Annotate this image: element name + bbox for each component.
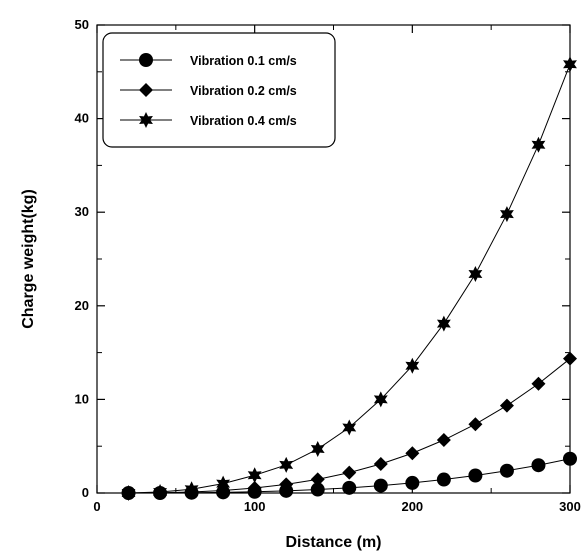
data-point-series-2 bbox=[342, 465, 357, 480]
legend-marker-2 bbox=[139, 83, 153, 97]
y-tick-label: 30 bbox=[75, 204, 89, 219]
data-point-series-3 bbox=[563, 56, 577, 73]
data-point-series-1 bbox=[436, 472, 451, 487]
series-markers bbox=[121, 56, 577, 501]
data-point-series-1 bbox=[310, 482, 325, 497]
data-point-series-3 bbox=[279, 456, 294, 473]
y-tick-label: 20 bbox=[75, 298, 89, 313]
data-point-series-2 bbox=[405, 446, 420, 461]
data-point-series-1 bbox=[405, 475, 420, 490]
data-point-series-2 bbox=[436, 433, 451, 448]
x-axis-label: Distance (m) bbox=[285, 534, 381, 551]
data-point-series-2 bbox=[563, 351, 577, 366]
y-tick-label: 50 bbox=[75, 17, 89, 32]
data-point-series-3 bbox=[373, 391, 388, 408]
data-point-series-1 bbox=[342, 480, 357, 495]
data-point-series-3 bbox=[310, 441, 325, 458]
legend: Vibration 0.1 cm/s Vibration 0.2 cm/s Vibr… bbox=[102, 32, 336, 148]
x-tick-label: 0 bbox=[93, 499, 100, 514]
data-point-series-1 bbox=[373, 478, 388, 493]
data-point-series-3 bbox=[216, 475, 231, 492]
y-axis-label: Charge weight(kg) bbox=[20, 189, 37, 329]
data-point-series-3 bbox=[247, 467, 262, 484]
data-point-series-3 bbox=[153, 484, 167, 501]
data-point-series-2 bbox=[247, 481, 262, 496]
y-tick-label: 40 bbox=[75, 111, 89, 126]
data-point-series-3 bbox=[405, 357, 420, 374]
data-point-series-1 bbox=[468, 468, 483, 483]
data-point-series-3 bbox=[184, 481, 199, 498]
data-point-series-1 bbox=[531, 458, 546, 473]
data-point-series-2 bbox=[531, 376, 546, 391]
data-point-series-2 bbox=[499, 398, 514, 413]
legend-label-3: Vibration 0.4 cm/s bbox=[190, 114, 297, 128]
data-point-series-2 bbox=[373, 456, 388, 471]
x-tick-label: 100 bbox=[244, 499, 266, 514]
data-point-series-3 bbox=[121, 485, 136, 501]
data-point-series-2 bbox=[468, 417, 483, 432]
data-point-series-3 bbox=[500, 206, 514, 223]
y-tick-label: 0 bbox=[82, 485, 89, 500]
x-tick-label: 200 bbox=[401, 499, 423, 514]
x-tick-label: 300 bbox=[559, 499, 581, 514]
data-point-series-1 bbox=[563, 451, 577, 466]
legend-marker-1 bbox=[139, 53, 153, 67]
data-point-series-1 bbox=[499, 463, 514, 478]
data-point-series-3 bbox=[436, 315, 451, 332]
axes: 0 100 200 300 0 10 20 30 40 50 bbox=[75, 17, 581, 514]
legend-label-1: Vibration 0.1 cm/s bbox=[190, 54, 297, 68]
y-tick-label: 10 bbox=[75, 391, 89, 406]
data-point-series-3 bbox=[468, 265, 483, 282]
data-point-series-3 bbox=[531, 136, 546, 153]
data-point-series-2 bbox=[310, 472, 325, 487]
legend-box bbox=[102, 32, 336, 148]
legend-marker-3 bbox=[139, 112, 153, 128]
legend-label-2: Vibration 0.2 cm/s bbox=[190, 84, 297, 98]
data-point-series-2 bbox=[279, 477, 294, 492]
data-point-series-3 bbox=[342, 419, 357, 436]
